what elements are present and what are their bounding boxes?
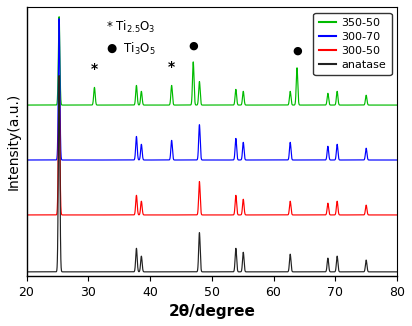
300-50 xyxy=(164,213,169,217)
anatase xyxy=(395,270,400,274)
350-50 xyxy=(395,103,400,107)
350-50 xyxy=(24,103,29,107)
350-50 xyxy=(112,103,117,107)
300-50 xyxy=(114,213,119,217)
350-50 xyxy=(114,103,119,107)
Text: ●: ● xyxy=(292,46,302,56)
anatase xyxy=(24,270,29,274)
anatase xyxy=(56,74,61,78)
Text: * Ti$_{2.5}$O$_3$: * Ti$_{2.5}$O$_3$ xyxy=(106,19,156,35)
350-50 xyxy=(190,74,195,78)
anatase xyxy=(114,270,119,274)
300-70 xyxy=(24,158,29,162)
350-50 xyxy=(110,103,115,107)
300-50 xyxy=(190,213,195,217)
Text: ●  Ti$_3$O$_5$: ● Ti$_3$O$_5$ xyxy=(106,40,156,57)
300-50 xyxy=(112,213,117,217)
Text: ●: ● xyxy=(188,40,198,50)
Line: 350-50: 350-50 xyxy=(26,17,397,105)
anatase xyxy=(392,270,397,274)
anatase xyxy=(190,270,195,274)
Text: *: * xyxy=(168,60,175,74)
350-50 xyxy=(56,15,61,19)
anatase xyxy=(164,270,169,274)
Text: *: * xyxy=(91,62,98,76)
300-70 xyxy=(110,158,115,162)
300-70 xyxy=(392,158,397,162)
300-50 xyxy=(392,213,397,217)
anatase xyxy=(110,270,115,274)
Line: 300-50: 300-50 xyxy=(26,78,397,215)
300-50 xyxy=(24,213,29,217)
X-axis label: 2θ/degree: 2θ/degree xyxy=(169,304,255,319)
300-70 xyxy=(112,158,117,162)
300-70 xyxy=(190,158,195,162)
300-70 xyxy=(56,17,61,21)
300-70 xyxy=(164,158,169,162)
Line: 300-70: 300-70 xyxy=(26,19,397,160)
350-50 xyxy=(164,103,169,107)
Line: anatase: anatase xyxy=(26,76,397,272)
300-50 xyxy=(110,213,115,217)
anatase xyxy=(112,270,117,274)
350-50 xyxy=(392,103,397,107)
300-50 xyxy=(56,76,61,80)
300-70 xyxy=(395,158,400,162)
300-70 xyxy=(114,158,119,162)
300-50 xyxy=(395,213,400,217)
Legend: 350-50, 300-70, 300-50, anatase: 350-50, 300-70, 300-50, anatase xyxy=(314,12,391,75)
Y-axis label: Intensity(a.u.): Intensity(a.u.) xyxy=(7,93,21,190)
